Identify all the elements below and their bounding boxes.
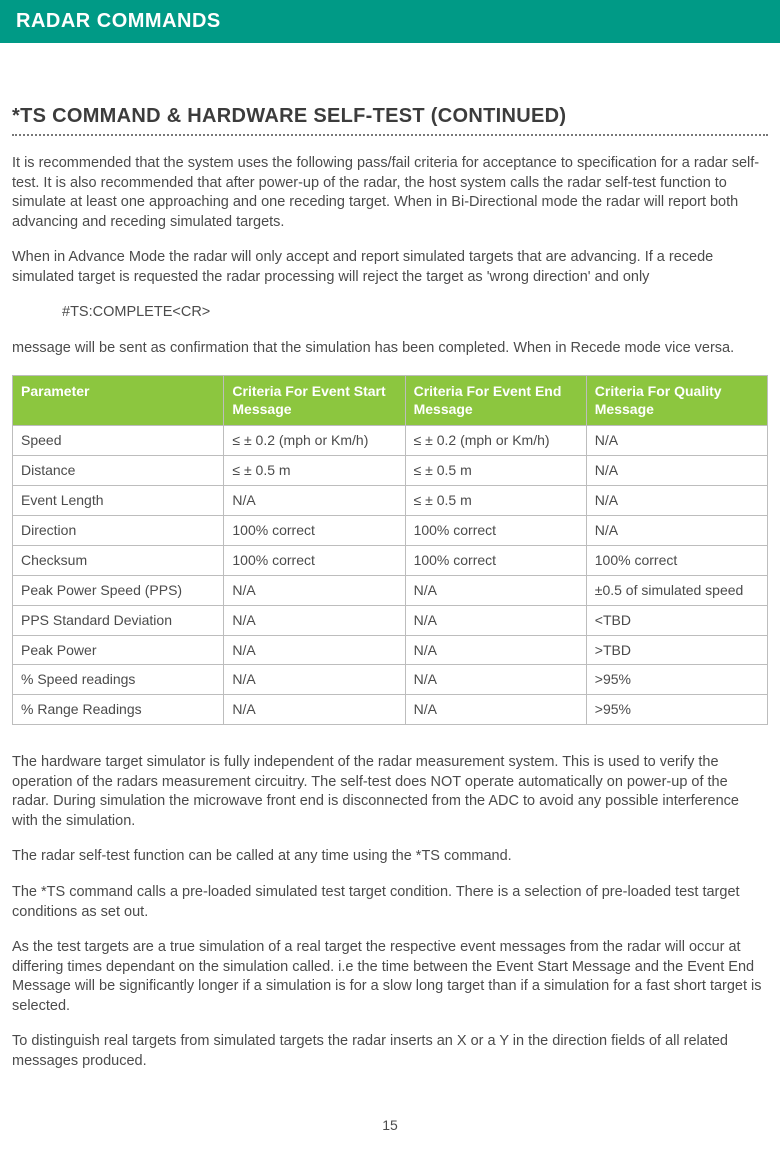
- paragraph: The radar self-test function can be call…: [12, 847, 768, 867]
- table-cell: N/A: [586, 515, 767, 545]
- table-cell: N/A: [224, 635, 405, 665]
- table-cell: Speed: [13, 426, 224, 456]
- paragraph: message will be sent as confirmation tha…: [12, 339, 768, 359]
- table-cell: N/A: [405, 575, 586, 605]
- table-row: Peak PowerN/AN/A>TBD: [13, 635, 768, 665]
- table-cell: N/A: [586, 486, 767, 516]
- paragraph: The hardware target simulator is fully i…: [12, 753, 768, 831]
- table-cell: ≤ ± 0.5 m: [224, 456, 405, 486]
- table-cell: Peak Power: [13, 635, 224, 665]
- table-cell: 100% correct: [405, 545, 586, 575]
- table-cell: N/A: [224, 486, 405, 516]
- header-bar: RADAR COMMANDS: [0, 0, 780, 43]
- table-header-cell: Criteria For Event End Message: [405, 375, 586, 426]
- table-header-row: Parameter Criteria For Event Start Messa…: [13, 375, 768, 426]
- table-cell: Peak Power Speed (PPS): [13, 575, 224, 605]
- table-row: Peak Power Speed (PPS)N/AN/A±0.5 of simu…: [13, 575, 768, 605]
- table-cell: Distance: [13, 456, 224, 486]
- paragraph: To distinguish real targets from simulat…: [12, 1032, 768, 1071]
- table-cell: 100% correct: [224, 515, 405, 545]
- table-cell: 100% correct: [224, 545, 405, 575]
- table-cell: N/A: [405, 605, 586, 635]
- table-cell: N/A: [405, 695, 586, 725]
- header-title: RADAR COMMANDS: [16, 10, 221, 32]
- table-cell: ±0.5 of simulated speed: [586, 575, 767, 605]
- table-cell: 100% correct: [405, 515, 586, 545]
- table-row: Event LengthN/A≤ ± 0.5 mN/A: [13, 486, 768, 516]
- table-cell: 100% correct: [586, 545, 767, 575]
- table-cell: N/A: [224, 695, 405, 725]
- table-header-cell: Parameter: [13, 375, 224, 426]
- table-cell: N/A: [224, 665, 405, 695]
- paragraph: When in Advance Mode the radar will only…: [12, 248, 768, 287]
- table-header-cell: Criteria For Event Start Message: [224, 375, 405, 426]
- paragraph: It is recommended that the system uses t…: [12, 154, 768, 232]
- table-cell: N/A: [405, 635, 586, 665]
- table-cell: N/A: [224, 575, 405, 605]
- table-cell: ≤ ± 0.2 (mph or Km/h): [224, 426, 405, 456]
- table-cell: N/A: [586, 426, 767, 456]
- dotted-rule: [12, 134, 768, 136]
- table-cell: ≤ ± 0.5 m: [405, 486, 586, 516]
- table-cell: ≤ ± 0.5 m: [405, 456, 586, 486]
- table-row: Distance≤ ± 0.5 m≤ ± 0.5 mN/A: [13, 456, 768, 486]
- table-row: % Speed readingsN/AN/A>95%: [13, 665, 768, 695]
- page-number: 15: [0, 1116, 780, 1135]
- table-cell: % Speed readings: [13, 665, 224, 695]
- table-cell: >TBD: [586, 635, 767, 665]
- table-cell: >95%: [586, 695, 767, 725]
- table-cell: N/A: [586, 456, 767, 486]
- table-cell: ≤ ± 0.2 (mph or Km/h): [405, 426, 586, 456]
- table-cell: % Range Readings: [13, 695, 224, 725]
- section-subtitle: *TS COMMAND & HARDWARE SELF-TEST (CONTIN…: [12, 103, 768, 130]
- paragraph: As the test targets are a true simulatio…: [12, 938, 768, 1016]
- code-line: #TS:COMPLETE<CR>: [62, 303, 768, 323]
- table-cell: N/A: [405, 665, 586, 695]
- table-row: % Range ReadingsN/AN/A>95%: [13, 695, 768, 725]
- table-cell: Event Length: [13, 486, 224, 516]
- table-cell: <TBD: [586, 605, 767, 635]
- table-header-cell: Criteria For Quality Message: [586, 375, 767, 426]
- table-row: PPS Standard DeviationN/AN/A<TBD: [13, 605, 768, 635]
- table-row: Checksum100% correct100% correct100% cor…: [13, 545, 768, 575]
- table-cell: PPS Standard Deviation: [13, 605, 224, 635]
- table-cell: >95%: [586, 665, 767, 695]
- table-cell: N/A: [224, 605, 405, 635]
- paragraph: The *TS command calls a pre-loaded simul…: [12, 883, 768, 922]
- table-cell: Checksum: [13, 545, 224, 575]
- table-cell: Direction: [13, 515, 224, 545]
- page-content: *TS COMMAND & HARDWARE SELF-TEST (CONTIN…: [0, 103, 780, 1108]
- criteria-table: Parameter Criteria For Event Start Messa…: [12, 375, 768, 726]
- table-row: Speed≤ ± 0.2 (mph or Km/h)≤ ± 0.2 (mph o…: [13, 426, 768, 456]
- table-row: Direction100% correct100% correctN/A: [13, 515, 768, 545]
